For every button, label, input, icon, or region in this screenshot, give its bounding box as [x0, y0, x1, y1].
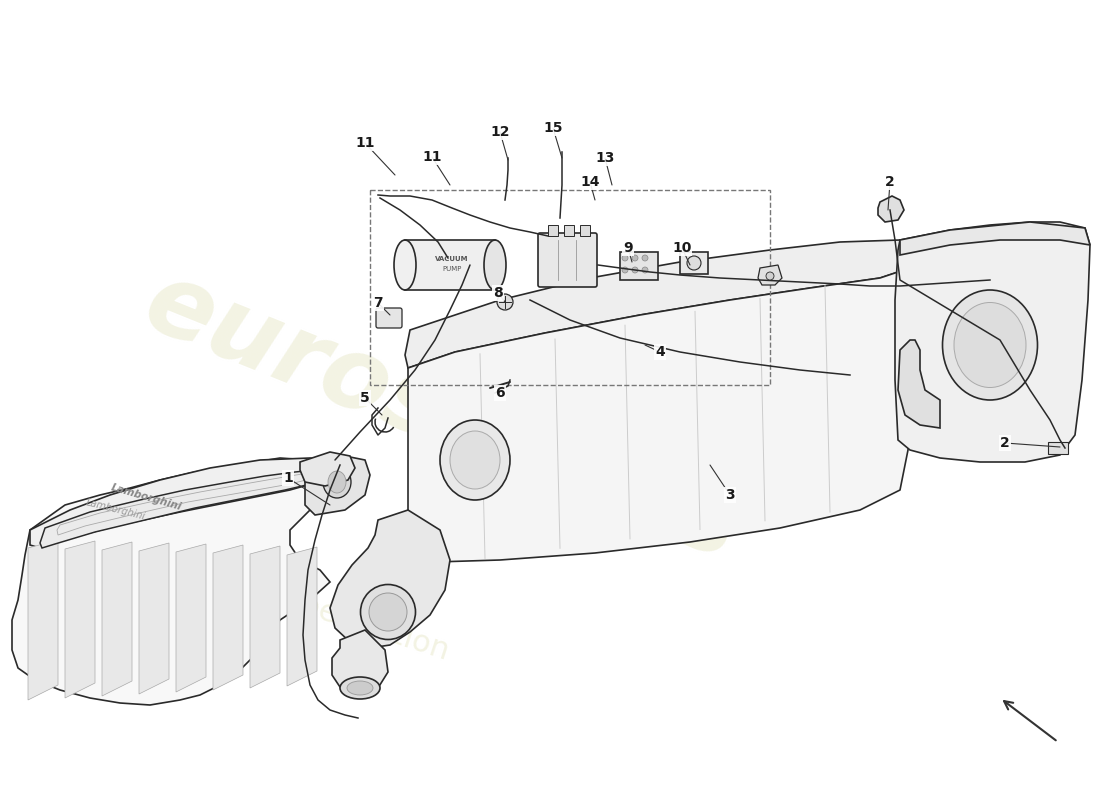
Text: 1: 1	[283, 471, 293, 485]
Bar	[680, 252, 708, 274]
Polygon shape	[405, 240, 920, 368]
Circle shape	[632, 267, 638, 273]
Polygon shape	[758, 265, 782, 285]
Text: 13: 13	[595, 151, 615, 165]
Text: 12: 12	[491, 125, 509, 139]
Polygon shape	[139, 543, 169, 694]
Text: PUMP: PUMP	[442, 266, 461, 272]
Polygon shape	[12, 458, 345, 705]
Circle shape	[632, 255, 638, 261]
Bar	[370, 190, 770, 385]
Polygon shape	[28, 540, 58, 700]
Bar	[1048, 442, 1068, 454]
Text: 14: 14	[581, 175, 600, 189]
Ellipse shape	[361, 585, 416, 639]
Circle shape	[766, 272, 774, 280]
Polygon shape	[102, 542, 132, 696]
Text: 2: 2	[1000, 436, 1010, 450]
Text: 11: 11	[355, 136, 375, 150]
Polygon shape	[213, 545, 243, 690]
Text: 5: 5	[360, 391, 370, 405]
Polygon shape	[900, 222, 1090, 255]
Text: 15: 15	[543, 121, 563, 135]
FancyBboxPatch shape	[376, 308, 402, 328]
Ellipse shape	[943, 290, 1037, 400]
Text: Lamborghini: Lamborghini	[110, 482, 183, 512]
Bar	[405, 240, 495, 290]
Polygon shape	[332, 630, 388, 695]
Text: Lamborghini: Lamborghini	[85, 498, 146, 522]
Ellipse shape	[323, 466, 351, 498]
Circle shape	[642, 267, 648, 273]
Polygon shape	[30, 458, 340, 548]
Text: eurospares: eurospares	[130, 254, 752, 581]
Bar	[548, 225, 558, 236]
Polygon shape	[898, 340, 940, 428]
Circle shape	[621, 267, 628, 273]
Bar	[564, 225, 574, 236]
Bar	[620, 252, 658, 280]
Ellipse shape	[328, 471, 346, 493]
Text: VACUUM: VACUUM	[434, 256, 469, 262]
Text: 2: 2	[886, 175, 895, 189]
Polygon shape	[878, 196, 904, 222]
Ellipse shape	[340, 677, 379, 699]
Polygon shape	[40, 470, 320, 548]
Text: 9: 9	[624, 241, 632, 255]
Text: 10: 10	[672, 241, 692, 255]
Polygon shape	[65, 541, 95, 698]
Circle shape	[497, 294, 513, 310]
Circle shape	[621, 255, 628, 261]
FancyBboxPatch shape	[538, 233, 597, 287]
Ellipse shape	[440, 420, 510, 500]
Polygon shape	[408, 268, 915, 562]
Text: 3: 3	[725, 488, 735, 502]
Polygon shape	[250, 546, 280, 688]
Text: 7: 7	[373, 296, 383, 310]
Text: 8: 8	[493, 286, 503, 300]
Ellipse shape	[484, 240, 506, 290]
Text: 4: 4	[656, 345, 664, 359]
Polygon shape	[895, 222, 1090, 462]
Ellipse shape	[368, 593, 407, 631]
Ellipse shape	[346, 681, 373, 695]
Polygon shape	[300, 452, 355, 486]
Text: a passion for perfection: a passion for perfection	[100, 526, 453, 666]
Polygon shape	[305, 455, 370, 515]
Bar	[580, 225, 590, 236]
Polygon shape	[176, 544, 206, 692]
Text: 6: 6	[495, 386, 505, 400]
Ellipse shape	[688, 256, 701, 270]
Circle shape	[642, 255, 648, 261]
Text: 11: 11	[422, 150, 442, 164]
Polygon shape	[287, 547, 317, 686]
Ellipse shape	[450, 431, 500, 489]
Polygon shape	[330, 510, 450, 648]
Ellipse shape	[954, 302, 1026, 387]
Ellipse shape	[394, 240, 416, 290]
